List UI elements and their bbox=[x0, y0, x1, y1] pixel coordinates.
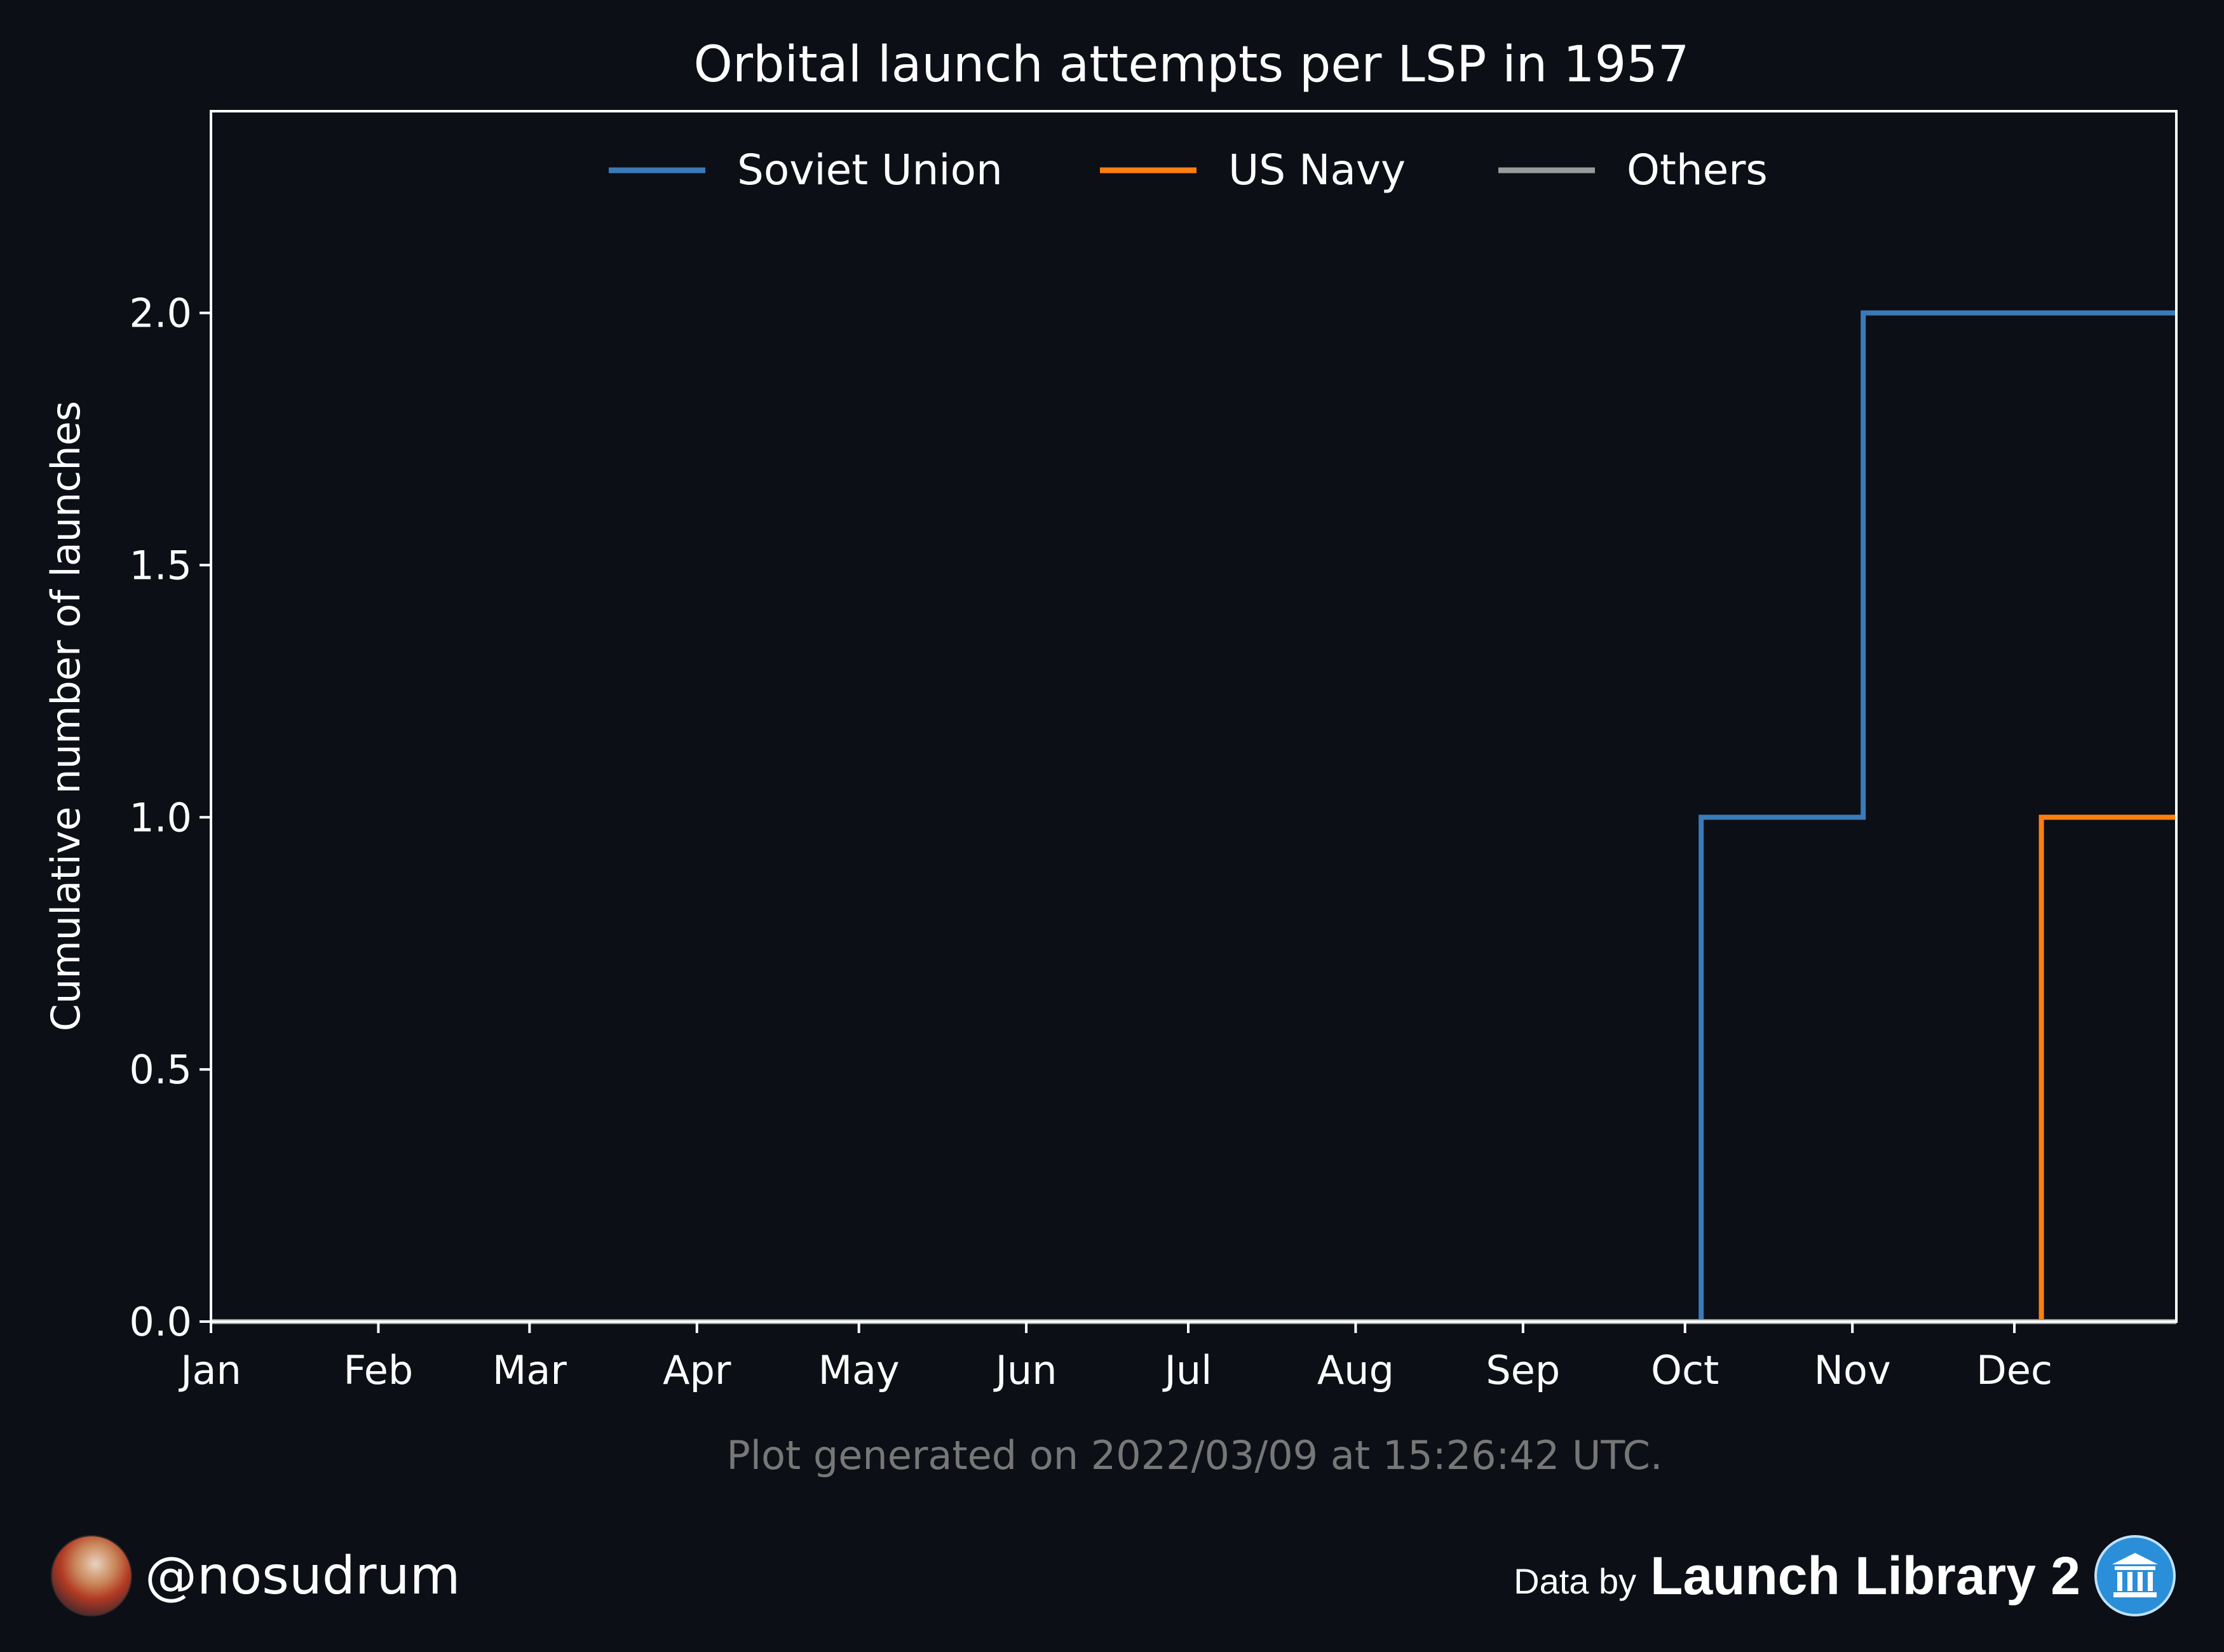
y-tick-label: 1.5 bbox=[129, 542, 192, 588]
data-source-credit: Data by Launch Library 2 bbox=[1514, 1534, 2176, 1617]
y-tick-label: 0.0 bbox=[129, 1299, 192, 1345]
x-tick-label: Feb bbox=[344, 1347, 414, 1393]
x-tick-label: Oct bbox=[1651, 1347, 1719, 1393]
x-tick-label: Aug bbox=[1317, 1347, 1394, 1393]
legend-label: US Navy bbox=[1228, 146, 1406, 194]
x-tick-label: Nov bbox=[1814, 1347, 1891, 1393]
legend-label: Others bbox=[1627, 146, 1768, 194]
avatar bbox=[51, 1535, 132, 1616]
x-tick-label: Jul bbox=[1162, 1347, 1212, 1393]
x-tick-label: Jun bbox=[993, 1347, 1057, 1393]
x-tick-label: Apr bbox=[663, 1347, 731, 1393]
y-axis-label: Cumulative number of launches bbox=[43, 401, 89, 1031]
legend-label: Soviet Union bbox=[737, 146, 1003, 194]
launch-library-brand: Launch Library 2 bbox=[1650, 1545, 2080, 1606]
x-tick-label: May bbox=[818, 1347, 900, 1393]
launch-library-icon bbox=[2094, 1535, 2176, 1616]
plot-area: 0.0 0.5 1.0 1.5 2.0 Jan Feb Mar Apr May Jun Jul Aug S… bbox=[129, 110, 2178, 1393]
y-tick-label: 0.5 bbox=[129, 1046, 192, 1093]
x-tick-label: Dec bbox=[1976, 1347, 2052, 1393]
footnote: Plot generated on 2022/03/09 at 15:26:42… bbox=[726, 1432, 1662, 1479]
series-line-us-navy bbox=[211, 815, 2176, 1324]
author-credit: @nosudrum bbox=[51, 1534, 460, 1617]
series-line-soviet-union bbox=[211, 310, 2176, 1324]
data-by-label: Data by bbox=[1514, 1561, 1637, 1601]
author-handle: @nosudrum bbox=[145, 1545, 461, 1606]
y-tick-label: 2.0 bbox=[129, 290, 192, 337]
x-tick-label: Mar bbox=[492, 1347, 567, 1393]
chart-title: Orbital launch attempts per LSP in 1957 bbox=[694, 36, 1690, 93]
axes-frame bbox=[210, 110, 2178, 1323]
x-tick-label: Sep bbox=[1486, 1347, 1560, 1393]
x-tick-label: Jan bbox=[178, 1347, 241, 1393]
y-tick-label: 1.0 bbox=[129, 794, 192, 841]
